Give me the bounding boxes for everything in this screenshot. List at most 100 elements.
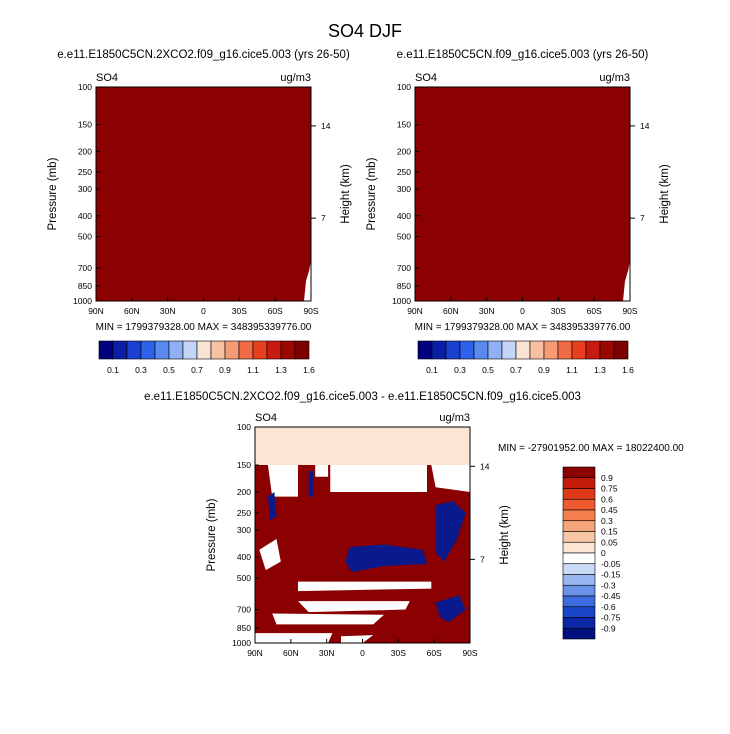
y2-axis-title: Height (km): [659, 164, 671, 224]
colorbar-swatch: [112, 340, 128, 360]
colorbar-label: -0.15: [601, 570, 621, 580]
x-tick-label: 90N: [88, 306, 104, 316]
colorbar-swatch: [562, 520, 596, 532]
variable-label: SO4: [96, 72, 118, 84]
x-tick-label: 30S: [232, 306, 247, 316]
colorbar-swatch: [515, 340, 531, 360]
y-tick-label: 250: [237, 508, 251, 518]
colorbar-label: 0.1: [426, 365, 438, 375]
x-tick-label: 0: [201, 306, 206, 316]
y-tick-label: 300: [78, 184, 92, 194]
x-tick-label: 60S: [587, 306, 602, 316]
colorbar-label: 1.6: [622, 365, 634, 375]
panel-title: e.e11.E1850C5CN.2XCO2.f09_g16.cice5.003 …: [144, 391, 581, 403]
colorbar-label: 0: [601, 548, 606, 558]
colorbar-label: 0.3: [601, 516, 613, 526]
negative-region: [308, 471, 314, 497]
colorbar-label: 0.75: [601, 484, 618, 494]
colorbar-swatch: [585, 340, 601, 360]
colorbar-label: 0.6: [601, 494, 613, 504]
colorbar-label: -0.3: [601, 580, 616, 590]
y-tick-label: 400: [78, 211, 92, 221]
colorbar-swatch: [126, 340, 142, 360]
units-label: ug/m3: [439, 412, 470, 424]
y-axis-title: Pressure (mb): [366, 157, 378, 230]
units-label: ug/m3: [280, 72, 311, 84]
x-tick-label: 30S: [551, 306, 566, 316]
chart-panel-top-right: e.e11.E1850C5CN.f09_g16.cice5.003 (yrs 2…: [366, 49, 671, 375]
zero-region: [259, 538, 281, 571]
colorbar-swatch: [238, 340, 254, 360]
x-tick-label: 0: [520, 306, 525, 316]
colorbar-swatch: [562, 509, 596, 522]
x-tick-label: 90N: [247, 648, 263, 658]
y-tick-label: 700: [78, 263, 92, 273]
colorbar-label: 0.5: [163, 365, 175, 375]
chart-panel-difference: e.e11.E1850C5CN.2XCO2.f09_g16.cice5.003 …: [144, 391, 684, 658]
y-tick-label: 400: [397, 211, 411, 221]
y-tick-label: 300: [237, 525, 251, 535]
x-tick-label: 60N: [443, 306, 459, 316]
x-tick-label: 90S: [303, 306, 318, 316]
x-tick-label: 60S: [268, 306, 283, 316]
panel-title: e.e11.E1850C5CN.f09_g16.cice5.003 (yrs 2…: [397, 49, 649, 61]
y2-tick-label: 7: [480, 554, 485, 564]
y-tick-label: 1000: [73, 296, 92, 306]
field-fill: [96, 87, 311, 301]
min-max-label: MIN = -27901952.00 MAX = 18022400.00: [498, 443, 684, 454]
negative-region: [435, 500, 466, 562]
missing-data-region: [623, 261, 630, 301]
y-tick-label: 250: [78, 167, 92, 177]
colorbar-label: 0.05: [601, 537, 618, 547]
chart-panel-top-left: e.e11.E1850C5CN.2XCO2.f09_g16.cice5.003 …: [47, 49, 352, 375]
colorbar-swatch: [252, 340, 268, 360]
y-tick-label: 500: [78, 232, 92, 242]
y-tick-label: 500: [237, 573, 251, 583]
y-axis-title: Pressure (mb): [206, 498, 218, 571]
colorbar-swatch: [417, 340, 433, 360]
colorbar-label: 0.9: [219, 365, 231, 375]
y-tick-label: 700: [397, 263, 411, 273]
colorbar-swatch: [562, 541, 596, 554]
colorbar: 0.1 0.3 0.5 0.7 0.9 1.1 1.3 1.6: [417, 340, 634, 375]
colorbar-swatch: [487, 340, 503, 360]
y-tick-label: 100: [397, 82, 411, 92]
colorbar-label: 0.9: [538, 365, 550, 375]
colorbar-label: -0.75: [601, 613, 621, 623]
y-tick-label: 150: [237, 460, 251, 470]
x-tick-label: 30N: [319, 648, 335, 658]
colorbar-swatch: [562, 477, 596, 489]
y-tick-label: 850: [237, 623, 251, 633]
colorbar-swatch: [562, 531, 596, 543]
y2-tick-label: 14: [640, 121, 650, 131]
colorbar-swatch: [543, 340, 559, 360]
colorbar-label: 1.3: [275, 365, 287, 375]
colorbar-swatch: [562, 584, 596, 597]
x-tick-label: 30S: [391, 648, 406, 658]
zero-region: [272, 613, 384, 625]
x-tick-label: 60N: [124, 306, 140, 316]
y-tick-label: 1000: [232, 638, 251, 648]
y2-axis-title: Height (km): [340, 164, 352, 224]
negative-region: [435, 595, 466, 623]
colorbar-swatch: [280, 340, 296, 360]
colorbar-swatch: [562, 466, 596, 479]
colorbar-label: 0.3: [135, 365, 147, 375]
x-tick-label: 90S: [462, 648, 477, 658]
colorbar-swatch: [224, 340, 240, 360]
colorbar-swatch: [571, 340, 587, 360]
negative-region: [267, 492, 277, 521]
colorbar-swatch: [562, 595, 596, 608]
x-tick-label: 30N: [479, 306, 495, 316]
y-tick-label: 500: [397, 232, 411, 242]
colorbar-label: 1.3: [594, 365, 606, 375]
colorbar-swatch: [562, 552, 596, 565]
colorbar-swatch: [182, 340, 198, 360]
zero-region: [298, 601, 410, 613]
x-tick-label: 90S: [622, 306, 637, 316]
colorbar-label: 0.9: [601, 473, 613, 483]
colorbar-label: 1.1: [566, 365, 578, 375]
colorbar-swatch: [529, 340, 545, 360]
colorbar-label: -0.6: [601, 602, 616, 612]
